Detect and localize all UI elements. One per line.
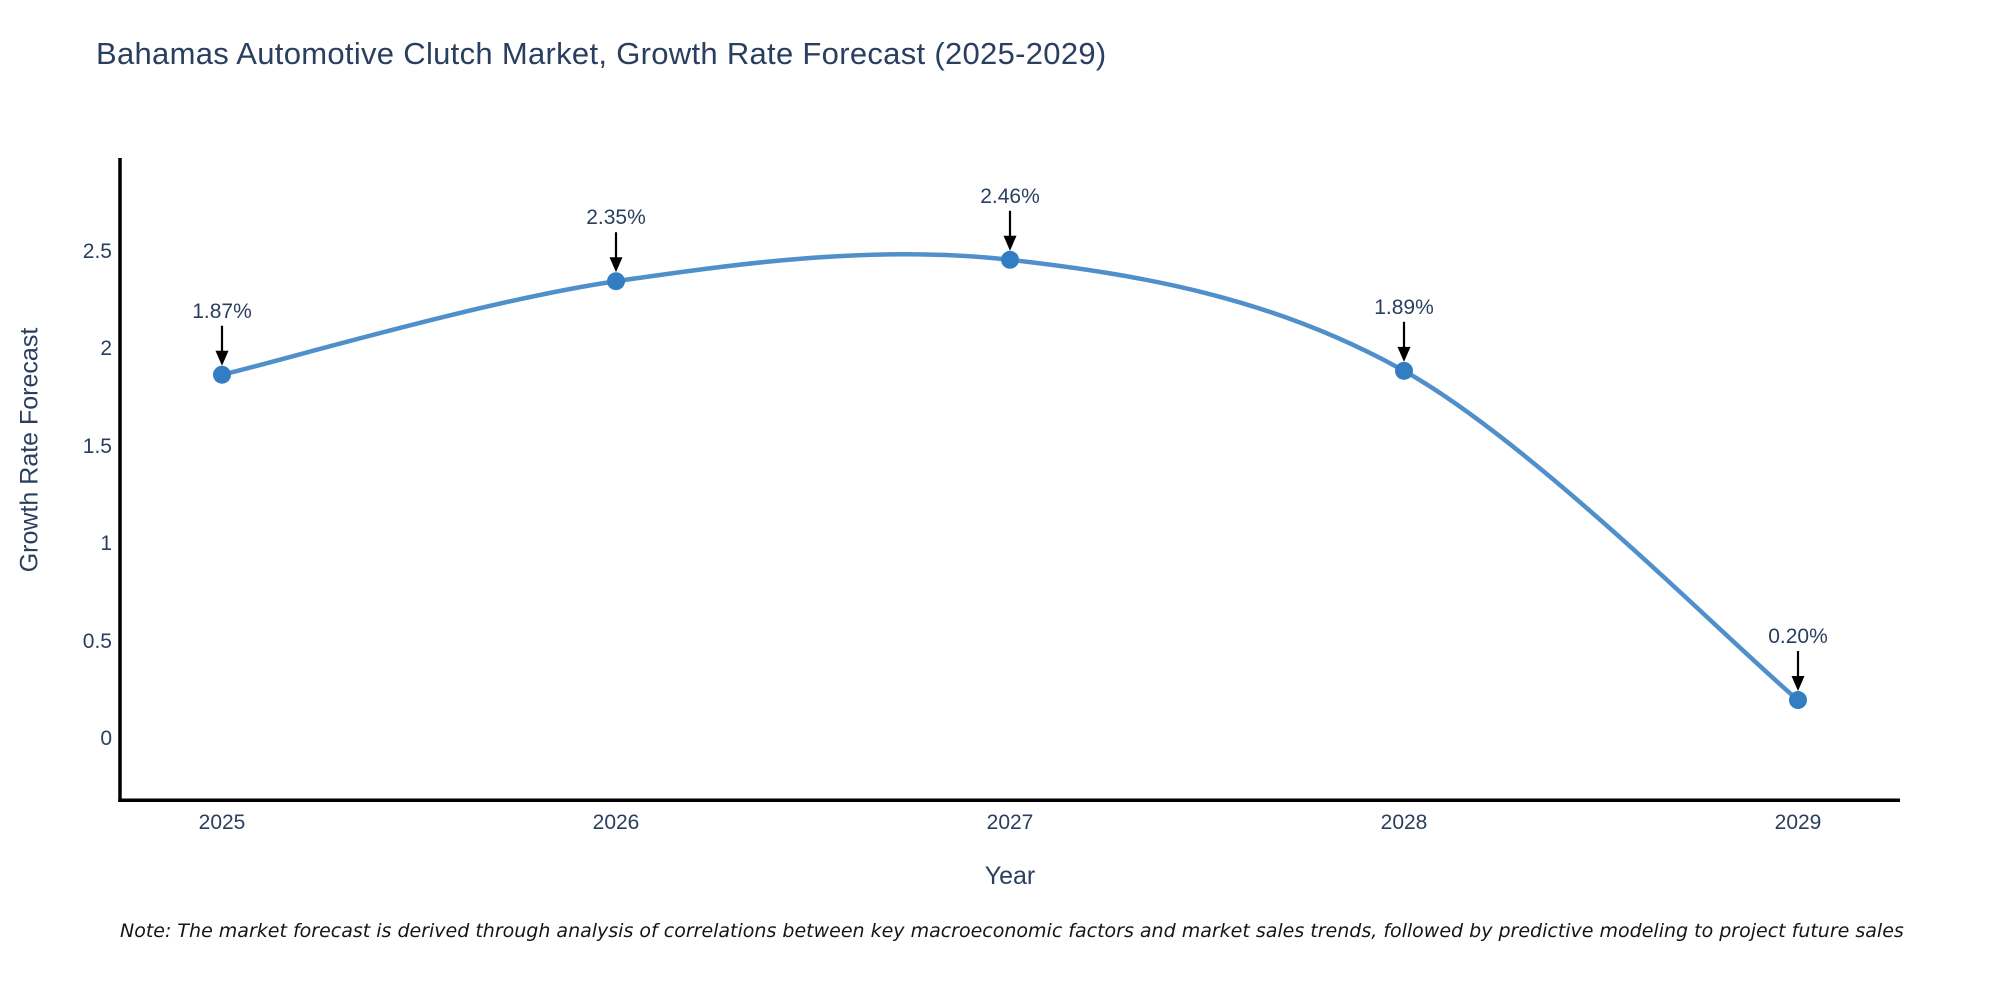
x-tick-label: 2027 — [986, 811, 1034, 834]
y-tick-label: 1 — [100, 532, 112, 556]
data-point-label: 2.35% — [586, 206, 646, 230]
data-point-label: 1.89% — [1374, 295, 1434, 319]
annotation-arrow-head — [215, 350, 229, 366]
data-point-marker[interactable] — [1395, 361, 1413, 380]
x-axis-title: Year — [984, 862, 1036, 890]
annotation-arrow-head — [1003, 235, 1017, 251]
data-point-label: 0.20% — [1768, 625, 1828, 649]
footnote: Note: The market forecast is derived thr… — [120, 920, 1904, 942]
annotation-arrow-head — [1791, 676, 1805, 692]
y-axis-title: Growth Rate Forecast — [15, 327, 44, 573]
data-point-marker[interactable] — [607, 272, 625, 291]
forecast-line — [219, 251, 1801, 703]
data-point-marker[interactable] — [1001, 250, 1019, 269]
y-tick-label: 2.5 — [82, 240, 112, 263]
data-point-marker[interactable] — [1789, 691, 1807, 710]
y-tick-label: 2 — [100, 337, 112, 361]
x-tick-label: 2025 — [198, 811, 246, 834]
data-point-label: 2.46% — [980, 184, 1040, 208]
data-point-marker[interactable] — [213, 365, 231, 384]
annotation-arrow-head — [1397, 346, 1411, 362]
x-tick-label: 2028 — [1380, 811, 1428, 834]
y-tick-label: 1.5 — [82, 434, 112, 458]
x-tick-label: 2026 — [592, 811, 640, 834]
data-point-label: 1.87% — [192, 299, 252, 323]
y-tick-label: 0 — [100, 727, 112, 750]
y-tick-label: 0.5 — [82, 629, 112, 653]
x-tick-label: 2029 — [1774, 811, 1822, 834]
annotation-arrow-head — [609, 257, 623, 273]
chart-title: Bahamas Automotive Clutch Market, Growth… — [96, 36, 1107, 71]
